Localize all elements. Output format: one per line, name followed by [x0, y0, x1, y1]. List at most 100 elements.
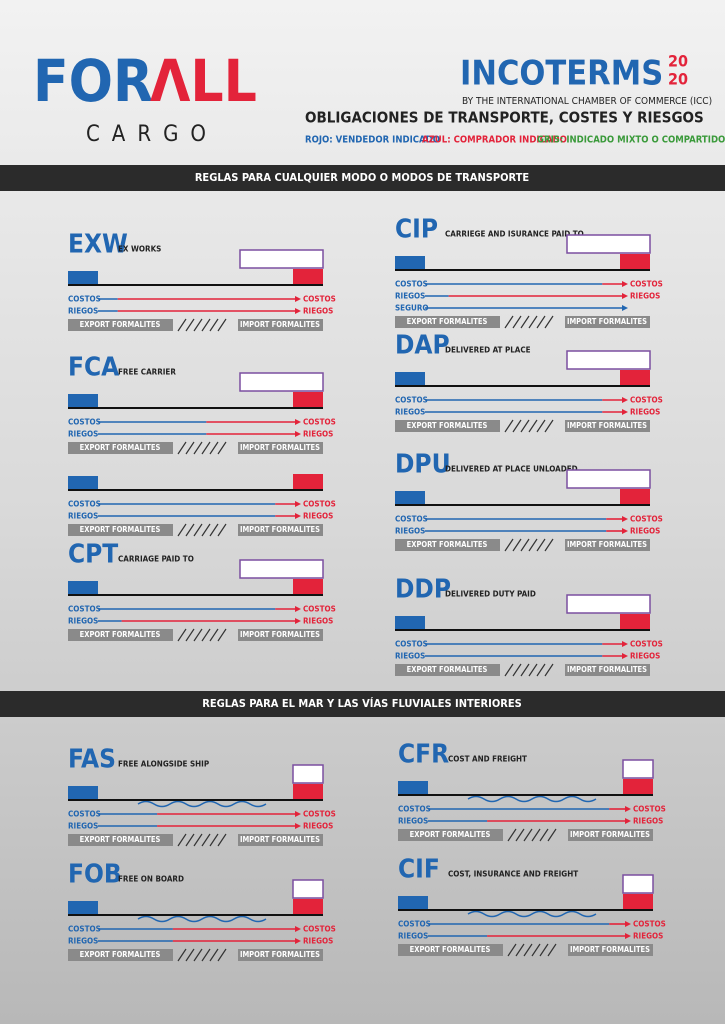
row-label: RIEGOS [395, 292, 425, 301]
row-end-label: COSTOS [630, 280, 663, 289]
seller-building [395, 372, 425, 386]
hatch [177, 441, 187, 455]
row-end-label: COSTOS [303, 500, 336, 509]
arrow-head [295, 431, 301, 437]
seller-building [68, 786, 98, 800]
arrow-head [295, 419, 301, 425]
hatch [531, 828, 541, 842]
hatch [536, 538, 546, 552]
hatch [528, 419, 538, 433]
seller-building [68, 901, 98, 915]
import-box [565, 539, 650, 551]
seller-building [68, 476, 98, 490]
hatch [177, 833, 187, 847]
hatch [217, 628, 227, 642]
export-label: EXPORT FORMALITES [407, 317, 488, 326]
arrow-head [622, 305, 628, 311]
arrow-head [622, 409, 628, 415]
hatch [520, 315, 530, 329]
term-name: DELIVERED AT PLACE UNLOADED [445, 465, 578, 474]
buyer-building [293, 474, 323, 490]
arrow-head [295, 938, 301, 944]
buyer-building [620, 489, 650, 505]
hatch [536, 315, 546, 329]
hatch [531, 943, 541, 957]
transport-icons [622, 874, 654, 894]
row-end-label: RIEGOS [630, 292, 660, 301]
hatch [177, 318, 187, 332]
transport-icons [566, 350, 651, 370]
hatch [201, 441, 211, 455]
arrow-head [625, 818, 631, 824]
import-label: IMPORT FORMALITES [240, 320, 320, 329]
hatch [512, 315, 522, 329]
hatch [523, 943, 533, 957]
hatch [177, 628, 187, 642]
water [137, 915, 267, 923]
hatch [217, 441, 227, 455]
arrow-head [625, 921, 631, 927]
term-name: EX WORKS [118, 245, 161, 254]
hatch [201, 948, 211, 962]
term-code: CIP [395, 215, 438, 245]
buyer-building [293, 784, 323, 800]
row-label: RIEGOS [68, 430, 98, 439]
hatch [504, 315, 514, 329]
row-label: COSTOS [68, 295, 101, 304]
hatch [201, 318, 211, 332]
arrow-head [622, 516, 628, 522]
import-label: IMPORT FORMALITES [567, 540, 647, 549]
hatch [528, 315, 538, 329]
import-label: IMPORT FORMALITES [567, 317, 647, 326]
import-box [238, 319, 323, 331]
buyer-building [293, 269, 323, 285]
export-label: EXPORT FORMALITES [407, 540, 488, 549]
term-code: DAP [395, 331, 450, 361]
hatch [520, 419, 530, 433]
import-label: IMPORT FORMALITES [240, 950, 320, 959]
row-end-label: COSTOS [630, 640, 663, 649]
hatch [547, 828, 557, 842]
seller-building [395, 491, 425, 505]
transport-icons [292, 879, 324, 899]
import-box [238, 524, 323, 536]
row-label: RIEGOS [68, 617, 98, 626]
row-end-label: RIEGOS [633, 817, 663, 826]
row-label: RIEGOS [68, 307, 98, 316]
legend-item: AZUL: COMPRADOR INDICADO [422, 135, 567, 146]
row-label: COSTOS [68, 418, 101, 427]
term-code: FAS [68, 745, 116, 775]
row-label: COSTOS [68, 925, 101, 934]
arrow-head [625, 933, 631, 939]
logo-for: FOR [33, 47, 153, 115]
hatch [209, 948, 219, 962]
hatch [544, 538, 554, 552]
row-label: COSTOS [395, 640, 428, 649]
term-name: COST AND FREIGHT [448, 755, 527, 764]
row-end-label: COSTOS [303, 295, 336, 304]
hatch [520, 538, 530, 552]
hatch [539, 828, 549, 842]
export-box [68, 949, 173, 961]
hatch [512, 663, 522, 677]
title: INCOTERMS [460, 54, 663, 94]
section-title: REGLAS PARA CUALQUIER MODO O MODOS DE TR… [195, 171, 530, 184]
arrow-head [295, 618, 301, 624]
term-code: EXW [68, 230, 128, 260]
hatch [504, 538, 514, 552]
import-box [238, 834, 323, 846]
import-box [238, 949, 323, 961]
row-label: COSTOS [398, 805, 431, 814]
legend-item: ROJO: VENDEDOR INDICADO [305, 135, 440, 146]
import-label: IMPORT FORMALITES [570, 830, 650, 839]
export-box [68, 524, 173, 536]
term-name: FREE ON BOARD [118, 875, 184, 884]
transport-icons [239, 559, 324, 579]
heading: OBLIGACIONES DE TRANSPORTE, COSTES Y RIE… [305, 109, 704, 127]
section-title: REGLAS PARA EL MAR Y LAS VÍAS FLUVIALES … [202, 697, 522, 710]
hatch [177, 523, 187, 537]
term-name: DELIVERED DUTY PAID [445, 590, 536, 599]
export-label: EXPORT FORMALITES [80, 835, 161, 844]
row-end-label: COSTOS [630, 396, 663, 405]
row-end-label: RIEGOS [303, 307, 333, 316]
